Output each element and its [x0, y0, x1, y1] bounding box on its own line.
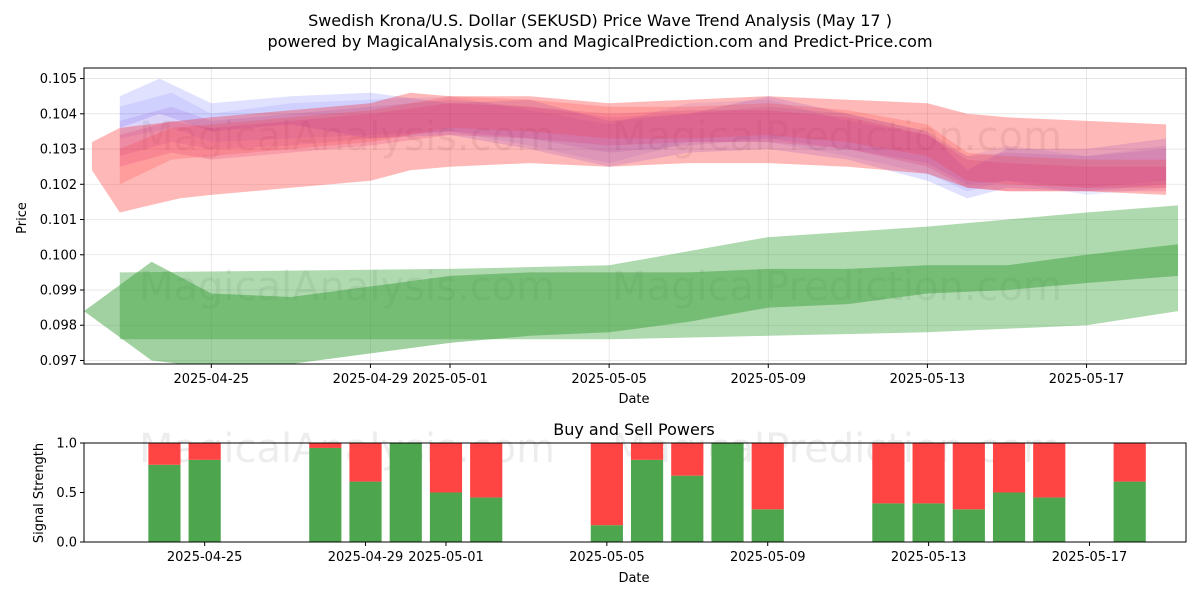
sell-bar-1 — [188, 443, 221, 460]
wave-band-red-wave-1 — [119, 96, 1167, 188]
signal-x-tick-label-0: 2025-04-25 — [167, 550, 243, 565]
signal-bars — [148, 443, 1146, 542]
wave-band-green-wave-inner — [84, 244, 1178, 364]
sell-bar-12 — [872, 443, 905, 504]
buy-bar-8 — [630, 459, 664, 542]
chart-title: Swedish Krona/U.S. Dollar (SEKUSD) Price… — [308, 11, 892, 30]
buy-bar-13 — [912, 503, 945, 542]
price-y-axis-label: Price — [15, 202, 30, 234]
wave-band-red-wave-2 — [119, 103, 1167, 192]
signal-x-tick-label-4: 2025-05-09 — [730, 550, 806, 565]
sell-bar-17 — [1113, 443, 1146, 482]
price-y-tick-label-1: 0.098 — [40, 319, 77, 334]
buy-bar-10 — [711, 443, 744, 542]
sell-bar-8 — [630, 443, 664, 460]
price-y-tick-label-4: 0.101 — [40, 213, 77, 228]
price-y-tick-label-6: 0.103 — [40, 143, 77, 158]
price-x-tick-label-5: 2025-05-13 — [890, 372, 966, 387]
sell-bar-9 — [671, 443, 704, 476]
sell-bar-6 — [470, 443, 503, 498]
price-watermark-0: MagicalAnalysis.com — [139, 114, 555, 160]
wave-band-blue-wave-2 — [119, 92, 1167, 195]
price-plot-frame — [83, 67, 1187, 365]
wave-band-blue-wave-1 — [119, 78, 1167, 199]
sell-bar-14 — [952, 443, 985, 510]
sell-bar-5 — [429, 443, 463, 493]
price-y-tick-label-7: 0.104 — [40, 107, 77, 122]
buy-bar-6 — [470, 497, 503, 542]
price-watermark-3: MagicalPrediction.com — [612, 264, 1062, 310]
sell-bar-0 — [148, 443, 181, 465]
signal-x-tick-label-3: 2025-05-05 — [569, 550, 645, 565]
sell-bar-7 — [590, 443, 623, 526]
sell-bar-2 — [309, 443, 342, 448]
buy-bar-7 — [590, 525, 623, 542]
signal-y-tick-label-0: 0.0 — [56, 536, 77, 551]
buy-bar-3 — [349, 481, 382, 542]
buy-bar-11 — [751, 509, 784, 542]
buy-bar-16 — [1033, 497, 1066, 542]
signal-x-tick-label-1: 2025-04-29 — [328, 550, 404, 565]
buy-bar-14 — [952, 509, 985, 542]
buy-bar-1 — [188, 459, 221, 542]
buy-bar-15 — [992, 492, 1026, 542]
price-x-tick-label-6: 2025-05-17 — [1049, 372, 1125, 387]
buy-sell-title: Buy and Sell Powers — [553, 420, 715, 439]
signal-y-axis-label: Signal Strength — [32, 443, 47, 543]
price-watermark-1: MagicalPrediction.com — [612, 114, 1062, 160]
sell-bar-15 — [992, 443, 1026, 493]
sell-bar-16 — [1033, 443, 1066, 498]
price-y-tick-label-5: 0.102 — [40, 178, 77, 193]
buy-bar-4 — [389, 443, 422, 542]
price-wave-panel: MagicalAnalysis.com MagicalPrediction.com… — [40, 67, 1187, 387]
signal-x-axis-label: Date — [618, 571, 649, 586]
buy-bar-12 — [872, 503, 905, 542]
signal-y-tick-label-1: 0.5 — [56, 486, 77, 501]
sell-bar-3 — [349, 443, 382, 482]
wave-band-red-wave-wide — [92, 92, 1167, 213]
price-watermark-2: MagicalAnalysis.com — [139, 264, 555, 310]
buy-bar-0 — [148, 464, 181, 542]
buy-bar-5 — [429, 492, 463, 542]
signal-x-tick-label-5: 2025-05-13 — [891, 550, 967, 565]
signal-x-tick-label-2: 2025-05-01 — [408, 550, 484, 565]
price-y-tick-label-2: 0.099 — [40, 284, 77, 299]
sell-bar-11 — [751, 443, 784, 510]
signal-y-tick-label-2: 1.0 — [56, 437, 77, 452]
price-x-tick-label-3: 2025-05-05 — [571, 372, 647, 387]
price-y-tick-label-0: 0.097 — [40, 354, 77, 369]
price-wave-bands — [84, 78, 1178, 364]
price-y-tick-label-8: 0.105 — [40, 72, 77, 87]
chart-subtitle: powered by MagicalAnalysis.com and Magic… — [267, 32, 932, 51]
buy-bar-17 — [1113, 481, 1146, 542]
signal-x-tick-label-6: 2025-05-17 — [1052, 550, 1128, 565]
buy-bar-9 — [671, 475, 704, 542]
buy-sell-panel: MagicalAnalysis.com MagicalPrediction.com… — [56, 426, 1187, 565]
price-x-tick-label-1: 2025-04-29 — [333, 372, 409, 387]
price-x-tick-label-4: 2025-05-09 — [730, 372, 806, 387]
wave-band-purple-wave-1 — [119, 99, 1167, 188]
price-y-tick-label-3: 0.100 — [40, 248, 77, 263]
price-x-tick-label-0: 2025-04-25 — [174, 372, 250, 387]
sell-bar-13 — [912, 443, 945, 504]
price-x-axis-label: Date — [618, 392, 649, 407]
price-x-tick-label-2: 2025-05-01 — [412, 372, 488, 387]
wave-band-green-wave-wide — [119, 205, 1178, 340]
buy-bar-2 — [309, 447, 342, 542]
